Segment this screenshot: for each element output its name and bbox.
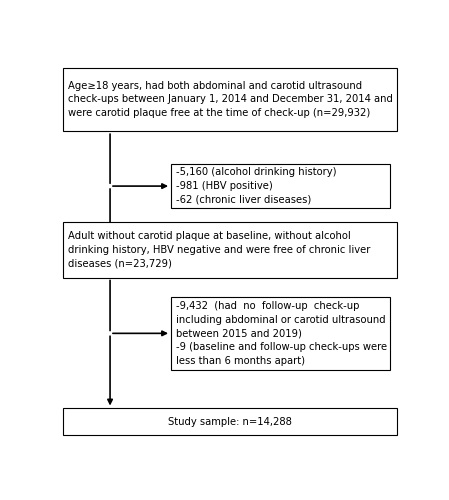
FancyBboxPatch shape: [63, 68, 397, 131]
FancyBboxPatch shape: [63, 408, 397, 436]
FancyBboxPatch shape: [171, 164, 390, 208]
FancyBboxPatch shape: [171, 297, 390, 370]
Text: -9,432  (had  no  follow-up  check-up
including abdominal or carotid ultrasound
: -9,432 (had no follow-up check-up includ…: [176, 301, 387, 366]
Text: Adult without carotid plaque at baseline, without alcohol
drinking history, HBV : Adult without carotid plaque at baseline…: [68, 231, 371, 268]
Text: Study sample: n=14,288: Study sample: n=14,288: [168, 417, 292, 427]
Text: -5,160 (alcohol drinking history)
-981 (HBV positive)
-62 (chronic liver disease: -5,160 (alcohol drinking history) -981 (…: [176, 168, 337, 204]
Text: Age≥18 years, had both abdominal and carotid ultrasound
check-ups between Januar: Age≥18 years, had both abdominal and car…: [68, 81, 393, 118]
FancyBboxPatch shape: [63, 222, 397, 278]
